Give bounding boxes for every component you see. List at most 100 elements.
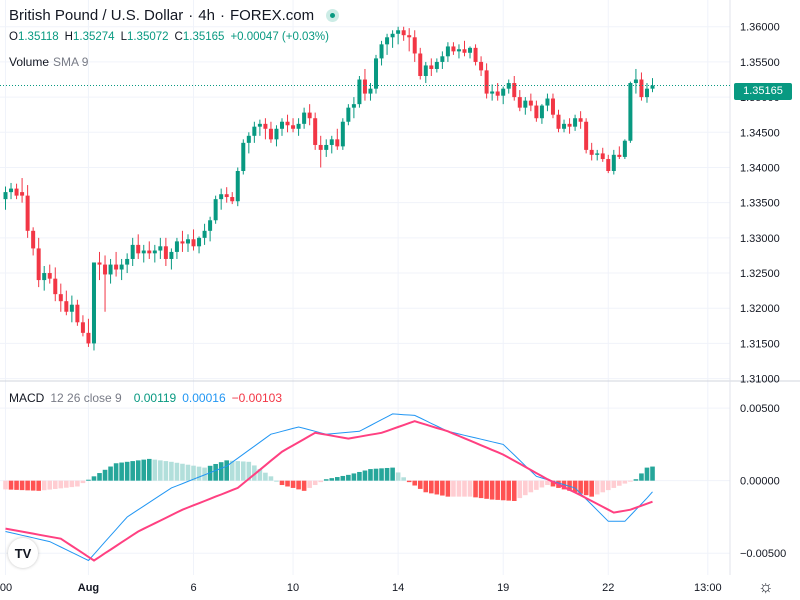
candle-body-26 (147, 250, 152, 254)
macd-histogram-bar-93 (517, 480, 523, 499)
candle-body-17 (97, 262, 102, 265)
candle-body-61 (340, 121, 345, 147)
macd-histogram-bar-35 (196, 466, 202, 481)
candle-body-96 (534, 105, 539, 119)
macd-axis-label: −0.00500 (740, 548, 786, 560)
candle-body-53 (296, 123, 301, 129)
macd-histogram-bar-94 (523, 480, 528, 496)
macd-histogram-bar-40 (224, 460, 229, 481)
candle-body-2 (14, 188, 19, 196)
macd-histogram-bar-22 (124, 461, 130, 481)
macd-histogram-bar-48 (268, 476, 274, 481)
candle-body-49 (274, 128, 279, 140)
title-separator-2: · (219, 7, 225, 24)
candle-body-67 (374, 58, 379, 89)
candle-body-73 (407, 35, 412, 38)
candle-body-0 (3, 192, 8, 200)
candle-body-44 (246, 135, 251, 143)
candle-body-52 (291, 125, 296, 129)
price-axis-label: 1.31500 (740, 338, 780, 350)
macd-histogram-bar-110 (611, 480, 617, 488)
price-axis-label: 1.34000 (740, 162, 780, 174)
candle-body-105 (584, 121, 589, 150)
candle-body-78 (434, 61, 439, 69)
candle-body-97 (539, 105, 544, 119)
macd-histogram-bar-31 (174, 462, 180, 481)
macd-histogram-bar-32 (180, 463, 185, 481)
market-status-icon[interactable] (326, 9, 340, 22)
macd-params: 12 26 close 9 (50, 391, 122, 405)
candle-body-81 (451, 46, 456, 52)
macd-histogram-bar-59 (329, 478, 335, 481)
candle-body-84 (468, 47, 473, 53)
chart-title-legend[interactable]: British Pound / U.S. Dollar · 4h · FOREX… (9, 7, 340, 24)
candle-body-50 (280, 121, 284, 129)
candle-body-108 (600, 153, 605, 160)
candle-body-39 (219, 194, 224, 200)
macd-axis-label: 0.00000 (740, 476, 780, 488)
candle-body-79 (440, 56, 445, 62)
macd-histogram-bar-58 (323, 479, 329, 481)
macd-histogram-bar-19 (108, 466, 113, 481)
macd-histogram-bar-57 (318, 480, 324, 483)
candle-body-100 (556, 114, 561, 129)
volume-label[interactable]: Volume (9, 55, 50, 69)
macd-histogram-bar-36 (202, 467, 207, 481)
open-value: 1.35118 (17, 31, 59, 43)
candle-body-48 (268, 128, 273, 140)
low-value: 1.35072 (126, 31, 169, 43)
macd-histogram-bar-27 (152, 459, 158, 481)
macd-histogram-bar-55 (307, 480, 312, 488)
macd-histogram-bar-105 (583, 480, 589, 496)
macd-legend[interactable]: MACD 12 26 close 9 0.00119 0.00016 −0.00… (9, 391, 282, 405)
interval-label[interactable]: 4h (198, 7, 215, 24)
macd-histogram-bar-39 (218, 462, 224, 481)
candle-body-46 (257, 123, 262, 127)
macd-histogram-bar-95 (528, 480, 534, 493)
candle-body-35 (197, 237, 202, 247)
macd-histogram-bar-17 (97, 473, 102, 481)
macd-histogram-bar-74 (412, 480, 418, 486)
candle-body-91 (506, 83, 511, 89)
macd-histogram-bar-52 (290, 480, 296, 488)
candle-body-90 (501, 88, 506, 96)
candle-body-57 (318, 144, 323, 150)
settings-gear-icon[interactable]: ☼ (758, 577, 774, 596)
macd-histogram-bar-49 (274, 480, 279, 482)
candle-body-13 (75, 304, 80, 323)
macd-histogram-bar-41 (229, 460, 235, 481)
candle-body-59 (329, 139, 334, 145)
macd-histogram-bar-104 (578, 480, 583, 494)
candle-body-18 (103, 264, 108, 275)
candle-body-55 (307, 112, 312, 119)
macd-histogram-bar-80 (445, 480, 451, 497)
macd-histogram-bar-66 (368, 469, 373, 481)
candle-body-72 (401, 30, 406, 36)
macd-histogram-value: 0.00119 (133, 391, 177, 405)
price-axis-label: 1.36000 (740, 22, 780, 34)
macd-histogram-bar-28 (158, 460, 163, 481)
candle-body-69 (385, 37, 390, 45)
symbol-name[interactable]: British Pound / U.S. Dollar (9, 7, 184, 24)
volume-legend[interactable]: Volume SMA 9 (9, 55, 88, 69)
time-axis-label: 19 (497, 582, 509, 594)
candle-body-60 (335, 139, 340, 147)
candle-body-22 (125, 258, 130, 265)
macd-histogram-bar-46 (257, 469, 263, 481)
macd-histogram-bar-8 (47, 480, 53, 490)
macd-histogram-bar-78 (434, 480, 440, 495)
macd-histogram-bar-56 (312, 480, 318, 486)
macd-signal-line (5, 420, 653, 562)
candle-body-83 (462, 49, 467, 53)
tradingview-logo[interactable]: TV (8, 538, 38, 568)
candle-body-9 (53, 278, 58, 295)
candle-body-32 (180, 241, 185, 244)
candle-body-89 (495, 91, 500, 96)
candle-body-27 (152, 250, 157, 254)
macd-histogram-bar-3 (19, 480, 25, 491)
macd-histogram-bar-87 (484, 480, 489, 499)
macd-histogram-bar-106 (589, 480, 594, 497)
macd-label[interactable]: MACD (9, 391, 45, 405)
candle-body-15 (86, 332, 91, 344)
